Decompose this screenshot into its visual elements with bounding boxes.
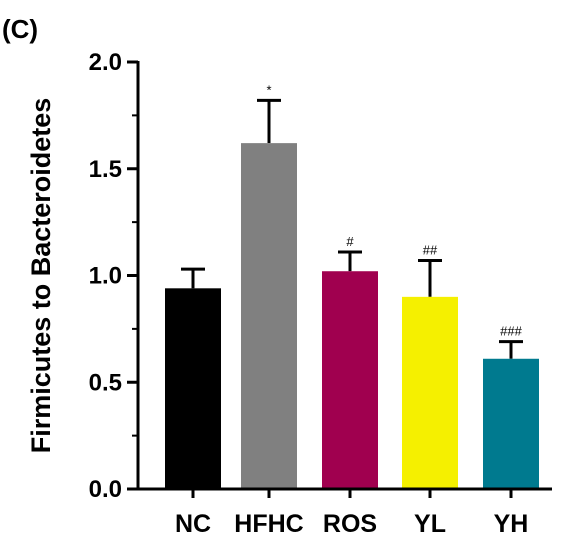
y-tick-label-0: 0.0 <box>89 476 122 503</box>
bar-ros <box>322 271 378 489</box>
x-tick-label-nc: NC <box>175 510 211 538</box>
significance-label-hfhc: * <box>266 82 271 97</box>
significance-label-yh: ### <box>500 324 522 339</box>
x-tick-label-ros: ROS <box>323 510 377 538</box>
y-axis-title: Firmicutes to Bacteroidetes <box>26 98 56 454</box>
bar-nc <box>165 288 221 489</box>
x-tick-label-yh: YH <box>494 510 529 538</box>
significance-label-yl: ## <box>423 243 438 258</box>
bar-hfhc <box>241 143 297 489</box>
significance-label-ros: # <box>346 234 354 249</box>
bar-yh <box>483 358 539 489</box>
x-tick-label-yl: YL <box>414 510 446 538</box>
y-tick-label-3: 1.5 <box>89 156 122 183</box>
x-tick-label-hfhc: HFHC <box>234 510 303 538</box>
y-tick-label-4: 2.0 <box>89 49 122 76</box>
y-tick-label-1: 0.5 <box>89 369 122 396</box>
plot-area: NC * HFHC # ROS ## YL ### YH 0.0 0.5 1.0 1.5 2.0 <box>89 49 552 538</box>
y-tick-label-2: 1.0 <box>89 263 122 290</box>
panel-label: (C) <box>2 14 38 44</box>
bar-yl <box>402 296 458 489</box>
